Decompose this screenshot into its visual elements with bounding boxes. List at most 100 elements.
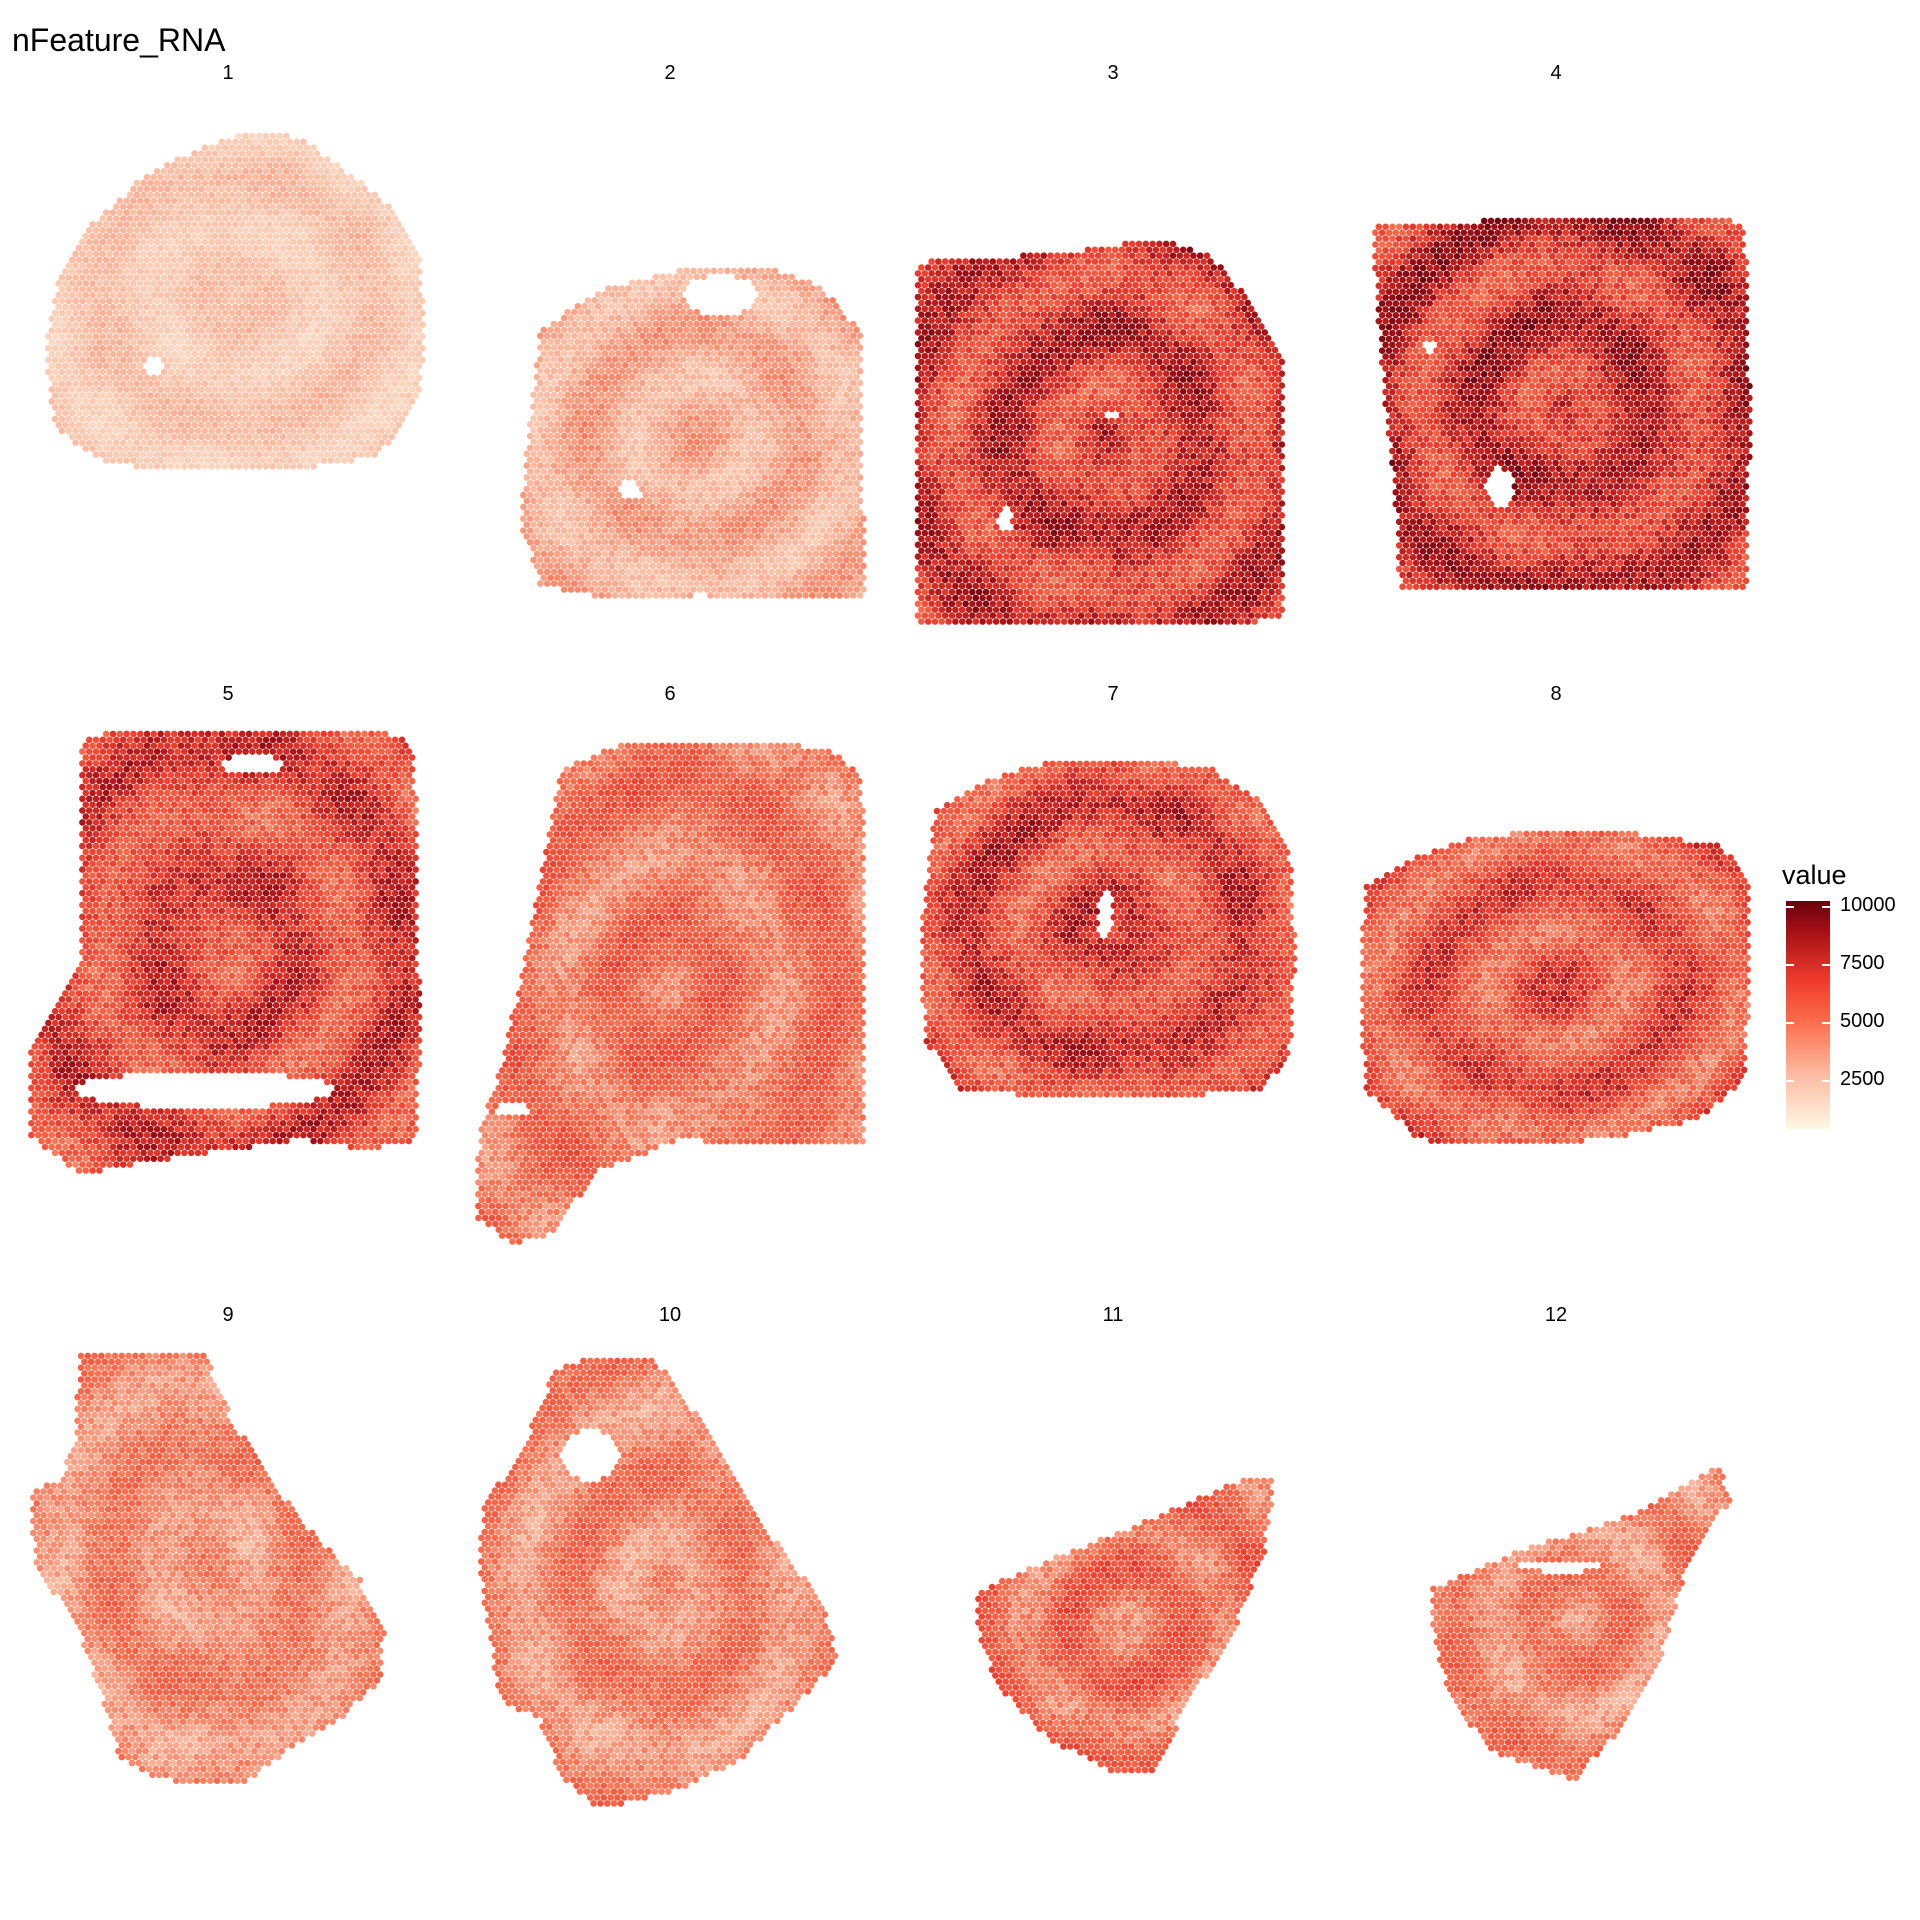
spot <box>198 315 205 323</box>
spot <box>683 385 690 393</box>
spot <box>289 309 297 317</box>
spot <box>167 191 175 199</box>
spot <box>727 474 735 481</box>
spot <box>666 403 673 410</box>
spot <box>734 521 741 528</box>
spot <box>826 326 833 334</box>
spot <box>340 185 348 193</box>
spot <box>635 385 643 393</box>
spot <box>625 497 633 505</box>
spot <box>405 392 413 399</box>
spot <box>337 415 345 423</box>
spot <box>792 574 799 581</box>
spot <box>157 421 164 429</box>
spot <box>167 262 175 270</box>
spot <box>221 179 229 187</box>
spot <box>228 168 236 175</box>
spot <box>187 404 195 411</box>
spot <box>608 444 616 452</box>
spot <box>408 244 416 252</box>
spot <box>720 580 728 587</box>
spot <box>781 462 789 469</box>
spot <box>809 521 816 528</box>
spot <box>795 308 803 316</box>
spot <box>744 491 752 499</box>
spot <box>581 468 588 475</box>
spot <box>303 168 311 175</box>
spot <box>836 320 843 328</box>
spot <box>571 580 578 587</box>
spot <box>89 280 96 287</box>
spot <box>194 238 202 246</box>
spot <box>649 291 656 298</box>
spot <box>262 203 270 210</box>
spot <box>652 450 660 458</box>
spot <box>259 268 266 275</box>
spot <box>361 327 368 334</box>
spot <box>832 444 840 452</box>
spot <box>177 209 185 216</box>
spot <box>147 191 154 199</box>
spot <box>822 462 830 469</box>
spot <box>252 350 260 358</box>
spot <box>374 327 382 334</box>
spot <box>187 250 195 258</box>
spot <box>758 539 765 546</box>
spot <box>235 227 243 234</box>
spot <box>836 344 843 351</box>
spot <box>133 321 141 329</box>
spot <box>140 250 147 258</box>
spot <box>659 320 667 328</box>
spot <box>327 232 334 240</box>
spot <box>693 379 701 387</box>
spot <box>327 303 334 311</box>
spot <box>99 274 107 281</box>
spot <box>747 391 755 399</box>
spot <box>252 421 260 429</box>
spot <box>184 173 192 181</box>
spot <box>690 515 697 522</box>
spot <box>815 497 823 505</box>
spot <box>771 279 779 287</box>
spot <box>235 144 243 151</box>
spot <box>181 404 188 411</box>
spot <box>65 345 73 352</box>
spot <box>228 203 236 210</box>
spot <box>235 274 243 281</box>
spot <box>174 439 181 447</box>
spot <box>276 274 283 281</box>
spot <box>262 168 270 175</box>
spot <box>608 362 616 369</box>
spot <box>286 445 294 452</box>
spot <box>724 409 731 416</box>
spot <box>645 426 653 434</box>
spot <box>812 326 820 334</box>
spot <box>334 350 341 358</box>
spot <box>317 439 324 447</box>
facet-label-10: 10 <box>640 1304 700 1327</box>
spot <box>320 409 328 417</box>
spot <box>68 315 76 323</box>
spot <box>805 362 813 369</box>
spot <box>645 485 653 493</box>
spot <box>533 432 541 440</box>
spot <box>313 244 321 252</box>
spot <box>581 456 588 464</box>
spot <box>819 338 826 346</box>
spot <box>218 339 226 346</box>
spot <box>652 344 660 351</box>
spot <box>198 162 205 169</box>
spot <box>368 209 375 216</box>
spot <box>249 262 256 270</box>
spot <box>327 209 334 216</box>
spot <box>635 515 643 522</box>
spot <box>378 345 385 352</box>
spot <box>747 426 755 434</box>
spot <box>395 339 402 346</box>
facet-label-9: 9 <box>198 1304 258 1327</box>
spot <box>300 197 307 205</box>
spot <box>136 280 144 287</box>
spot <box>710 314 718 322</box>
spot <box>361 398 368 405</box>
spot <box>85 368 93 376</box>
